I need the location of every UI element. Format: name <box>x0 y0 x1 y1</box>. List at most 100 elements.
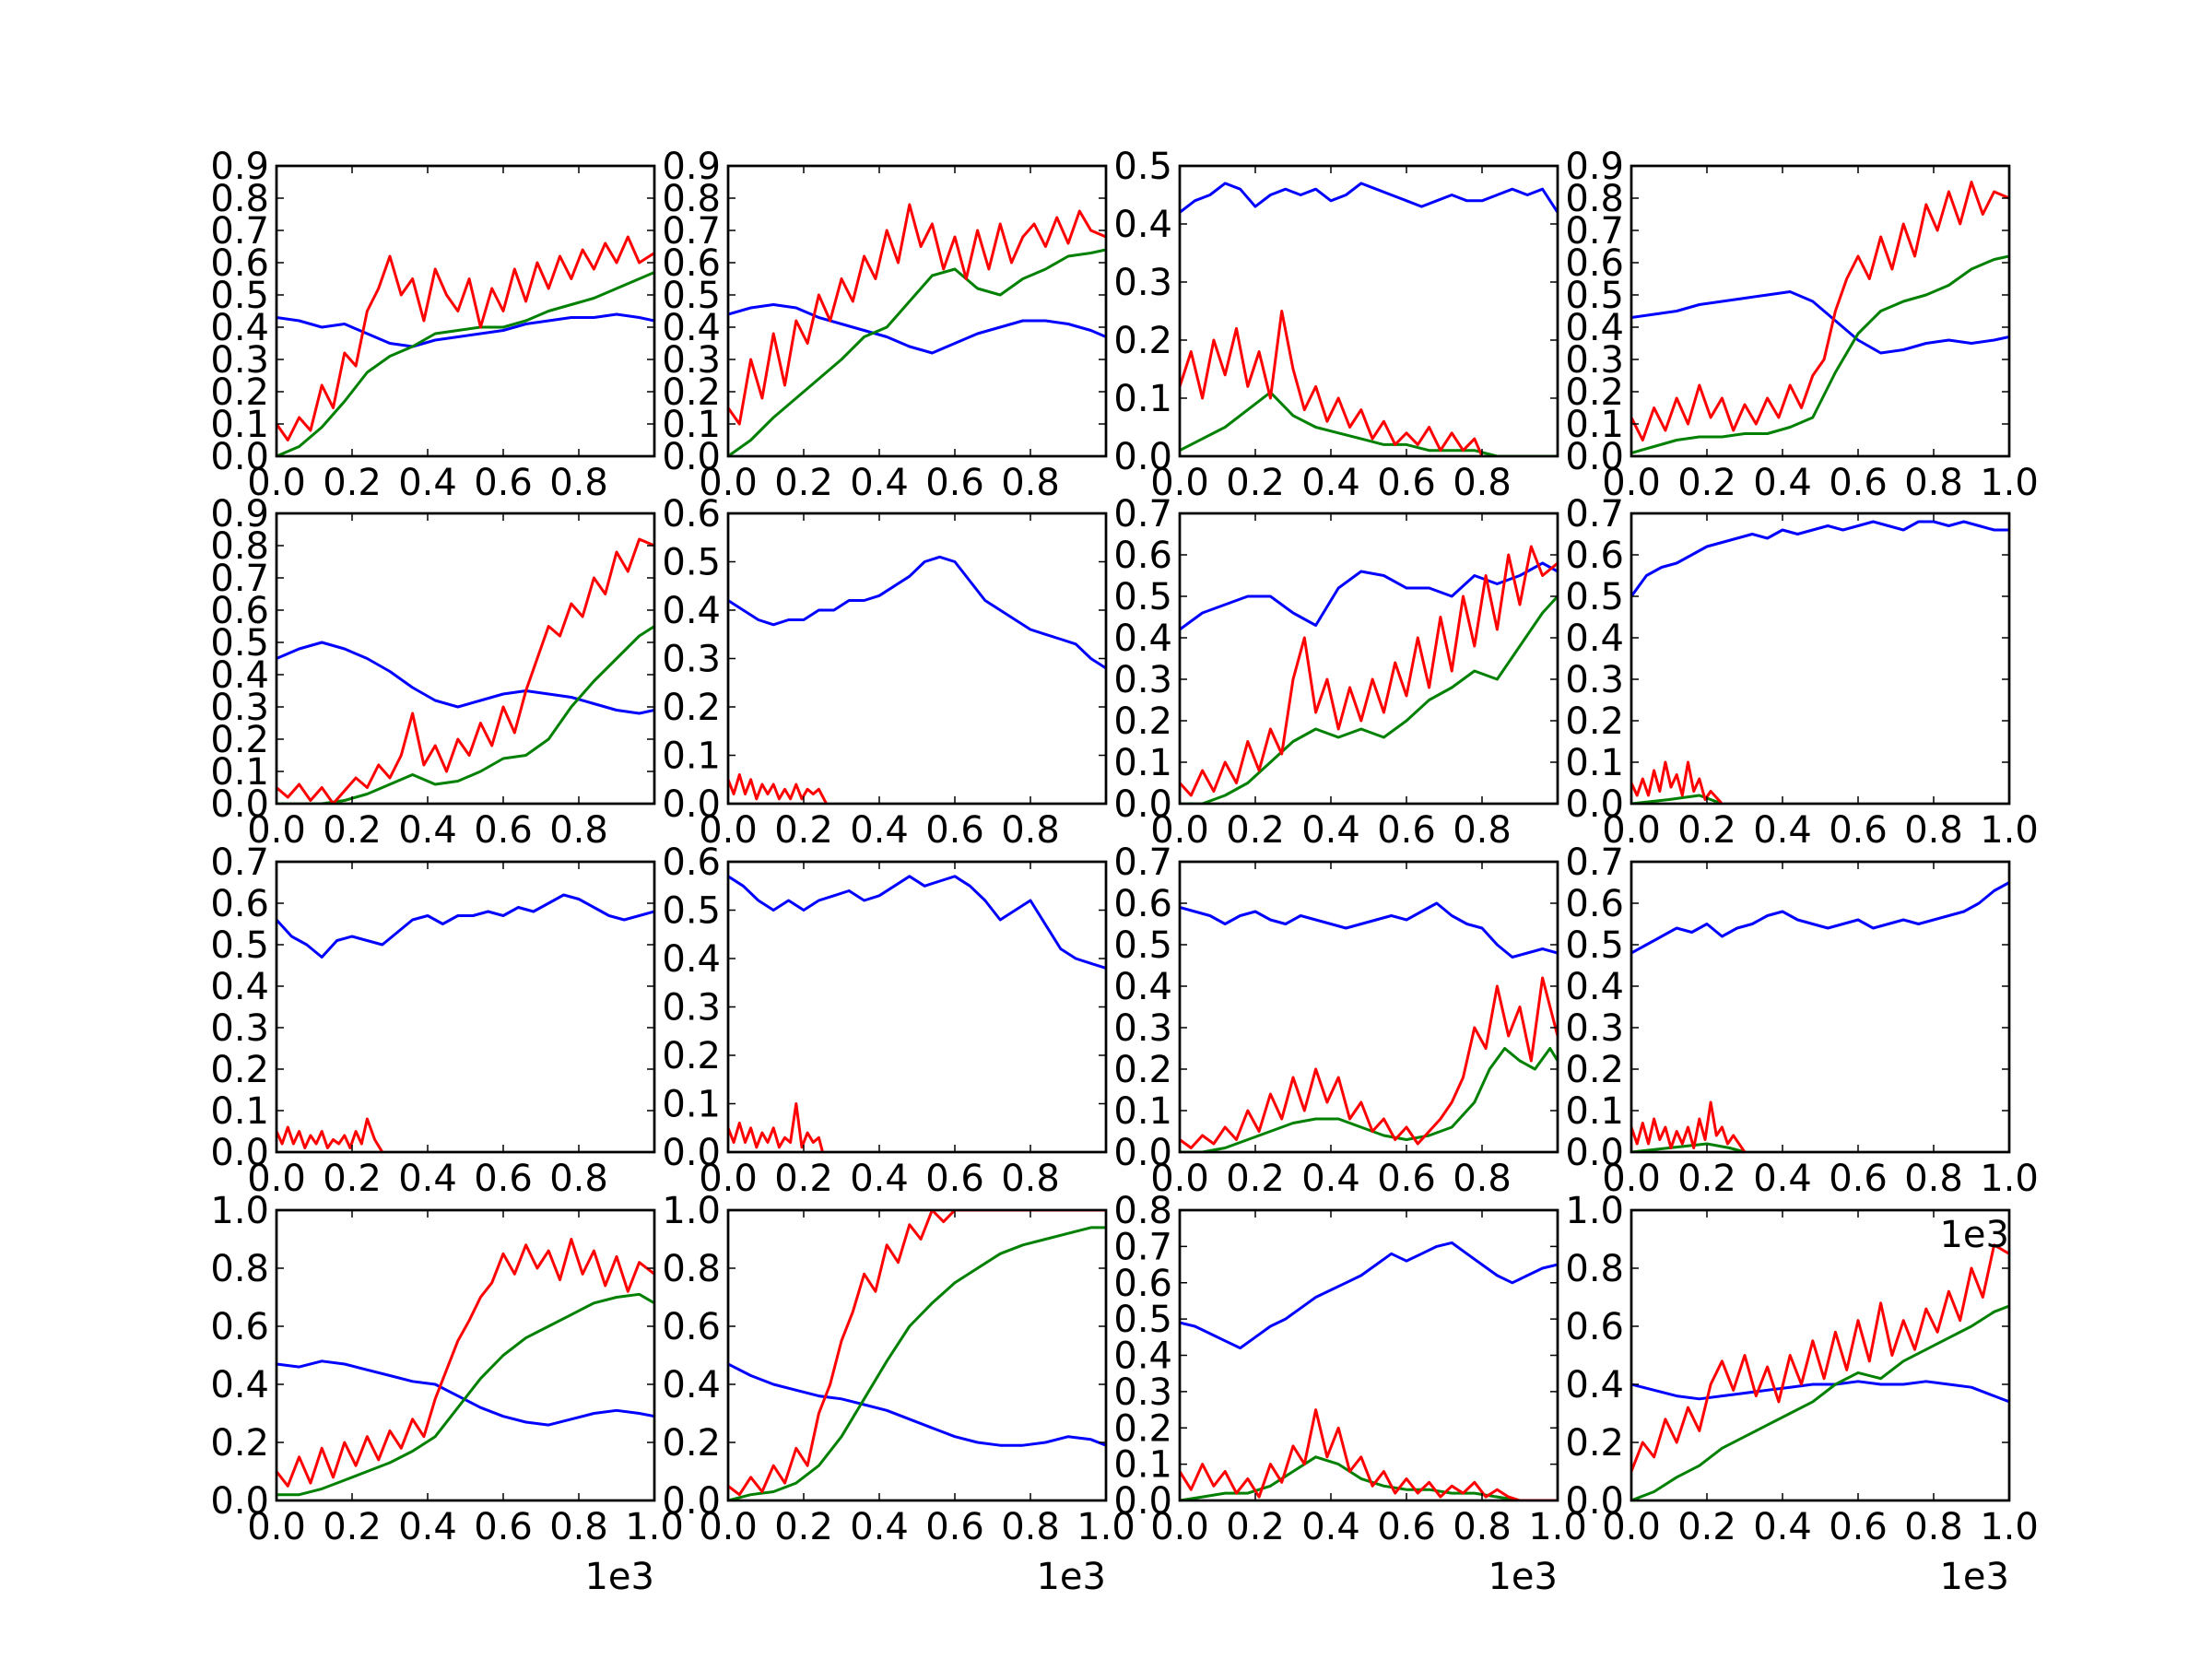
series-line-red <box>1180 545 1558 797</box>
y-tick-label: 0.5 <box>1113 924 1172 967</box>
x-tick-label: 0.0 <box>1150 1158 1209 1200</box>
y-tick-label: 0.6 <box>1565 535 1624 577</box>
y-tick-label: 0.2 <box>1113 1049 1172 1091</box>
x-tick-label: 0.6 <box>474 1506 533 1548</box>
x-tick-label: 0.2 <box>1226 1506 1285 1548</box>
series-line-blue <box>276 641 654 715</box>
y-tick-label: 0.1 <box>662 404 721 446</box>
subplot-r4-c2: 0.0 0.2 0.4 0.6 0.8 1.0 0.0 0.2 0.4 0.6 0.8 1.0 1e3 <box>662 1190 1135 1598</box>
x-tick-label: 0.0 <box>699 1506 758 1548</box>
axes-frame <box>726 164 1108 458</box>
subplot-r1-c3: 0.0 0.1 0.2 0.3 0.4 0.5 0.0 0.2 0.4 0.6 0.8 <box>1113 146 1559 504</box>
y-tick-label: 0.6 <box>1565 1306 1624 1348</box>
subplot-r1-c2: 0.00.10.20.30.40.50.60.70.80.90.0 0.2 0.4 0… <box>662 146 1108 504</box>
x-tick-label: 0.0 <box>1150 462 1209 504</box>
axes-frame <box>1178 1208 1559 1502</box>
series-line-red <box>728 773 828 804</box>
series-line-green <box>1631 794 1723 804</box>
axes-border <box>726 164 1108 458</box>
axes-frame <box>1630 164 2011 458</box>
series-line-blue <box>1631 520 2009 597</box>
x-tick-label: 0.4 <box>1301 809 1360 852</box>
y-tick-label: 0.5 <box>662 542 721 584</box>
y-tick-label: 1.0 <box>662 1190 721 1232</box>
x-offset-label: 1e3 <box>1488 1556 1558 1598</box>
x-tick-label: 0.4 <box>1301 462 1360 504</box>
x-offset-label: 1e3 <box>1939 1556 2009 1598</box>
y-tick-label: 0.7 <box>1113 841 1172 884</box>
y-tick-label: 0.2 <box>1113 1407 1172 1450</box>
series-line-blue <box>1631 290 2009 355</box>
x-tick-label: 0.4 <box>850 1158 909 1200</box>
series-line-green <box>728 248 1106 456</box>
axes-border <box>1630 1208 2011 1502</box>
y-tick-label: 0.6 <box>1113 1263 1172 1305</box>
y-tick-label: 0.8 <box>1565 178 1624 220</box>
x-tick-label: 0.6 <box>1829 462 1888 504</box>
y-tick-label: 0.8 <box>210 525 269 568</box>
y-tick-label: 0.4 <box>662 307 721 349</box>
subplot-r2-c1: 0.00.10.20.30.40.50.60.70.80.90.0 0.2 0.4 0… <box>210 493 656 852</box>
y-tick-label: 0.3 <box>1113 1371 1172 1414</box>
subplot-r2-c3: 0.00.10.20.30.40.50.60.70.0 0.2 0.4 0.6 0.8 <box>1113 493 1559 852</box>
x-tick-label: 0.2 <box>1677 462 1736 504</box>
y-tick-label: 0.5 <box>1113 576 1172 618</box>
axes-frame <box>275 1208 656 1502</box>
x-tick-label: 0.0 <box>699 1158 758 1200</box>
x-tick-label: 0.4 <box>850 462 909 504</box>
x-tick-label: 0.0 <box>1150 809 1209 852</box>
y-tick-label: 0.6 <box>1565 242 1624 285</box>
x-tick-label: 0.2 <box>323 1158 382 1200</box>
x-tick-label: 0.6 <box>1377 809 1436 852</box>
y-tick-label: 0.8 <box>210 1248 269 1290</box>
x-tick-label: 0.8 <box>549 809 608 852</box>
series-line-blue <box>728 555 1106 670</box>
y-tick-label: 0.0 <box>662 1132 721 1174</box>
x-tick-label: 0.0 <box>699 462 758 504</box>
subplot-r1-c1: 0.00.10.20.30.40.50.60.70.80.90.0 0.2 0.4 0… <box>210 146 656 504</box>
y-tick-label: 0.5 <box>1565 924 1624 967</box>
y-tick-label: 0.5 <box>1565 576 1624 618</box>
y-offset-label: 1e3 <box>1939 1214 2009 1256</box>
y-tick-label: 0.2 <box>210 371 269 414</box>
x-tick-label: 0.2 <box>1226 809 1285 852</box>
series-line-red <box>1631 760 1724 804</box>
x-tick-label: 0.8 <box>549 1158 608 1200</box>
y-tick-label: 0.3 <box>1113 659 1172 701</box>
y-tick-label: 0.4 <box>1113 618 1172 660</box>
axes-frame <box>1630 1208 2011 1502</box>
x-tick-label: 0.6 <box>474 1158 533 1200</box>
x-tick-label: 0.8 <box>1453 1158 1512 1200</box>
subplot-r3-c3: 0.00.10.20.30.40.50.60.70.0 0.2 0.4 0.6 0.8 <box>1113 841 1559 1200</box>
y-tick-label: 0.7 <box>1565 493 1624 535</box>
x-tick-label: 0.4 <box>1753 462 1812 504</box>
y-tick-label: 0.2 <box>210 1422 269 1465</box>
y-tick-label: 0.1 <box>1565 742 1624 784</box>
series-line-red <box>1631 1100 1747 1152</box>
x-tick-label: 0.8 <box>1904 809 1963 852</box>
axes-frame <box>275 512 656 806</box>
series-line-blue <box>728 875 1106 970</box>
y-tick-label: 0.8 <box>662 178 721 220</box>
y-tick-label: 0.3 <box>1565 339 1624 382</box>
x-tick-label: 0.2 <box>323 809 382 852</box>
x-tick-label: 0.8 <box>1001 809 1060 852</box>
x-tick-label: 0.0 <box>699 809 758 852</box>
y-tick-label: 0.6 <box>662 242 721 285</box>
y-tick-label: 0.0 <box>1113 436 1172 478</box>
y-tick-label: 0.1 <box>1113 1444 1172 1487</box>
y-tick-label: 0.2 <box>1565 1422 1624 1465</box>
y-tick-label: 0.5 <box>210 275 269 317</box>
series-line-red <box>276 537 654 804</box>
y-tick-label: 0.3 <box>662 639 721 681</box>
y-tick-label: 0.0 <box>1565 1132 1624 1174</box>
y-tick-label: 0.2 <box>1113 320 1172 362</box>
y-tick-label: 0.0 <box>1113 1132 1172 1174</box>
x-tick-label: 0.2 <box>1677 1506 1736 1548</box>
y-tick-label: 0.5 <box>210 924 269 967</box>
y-tick-label: 0.2 <box>210 719 269 761</box>
y-tick-label: 0.7 <box>210 841 269 884</box>
x-tick-label: 0.8 <box>1904 462 1963 504</box>
y-tick-label: 0.2 <box>662 687 721 729</box>
